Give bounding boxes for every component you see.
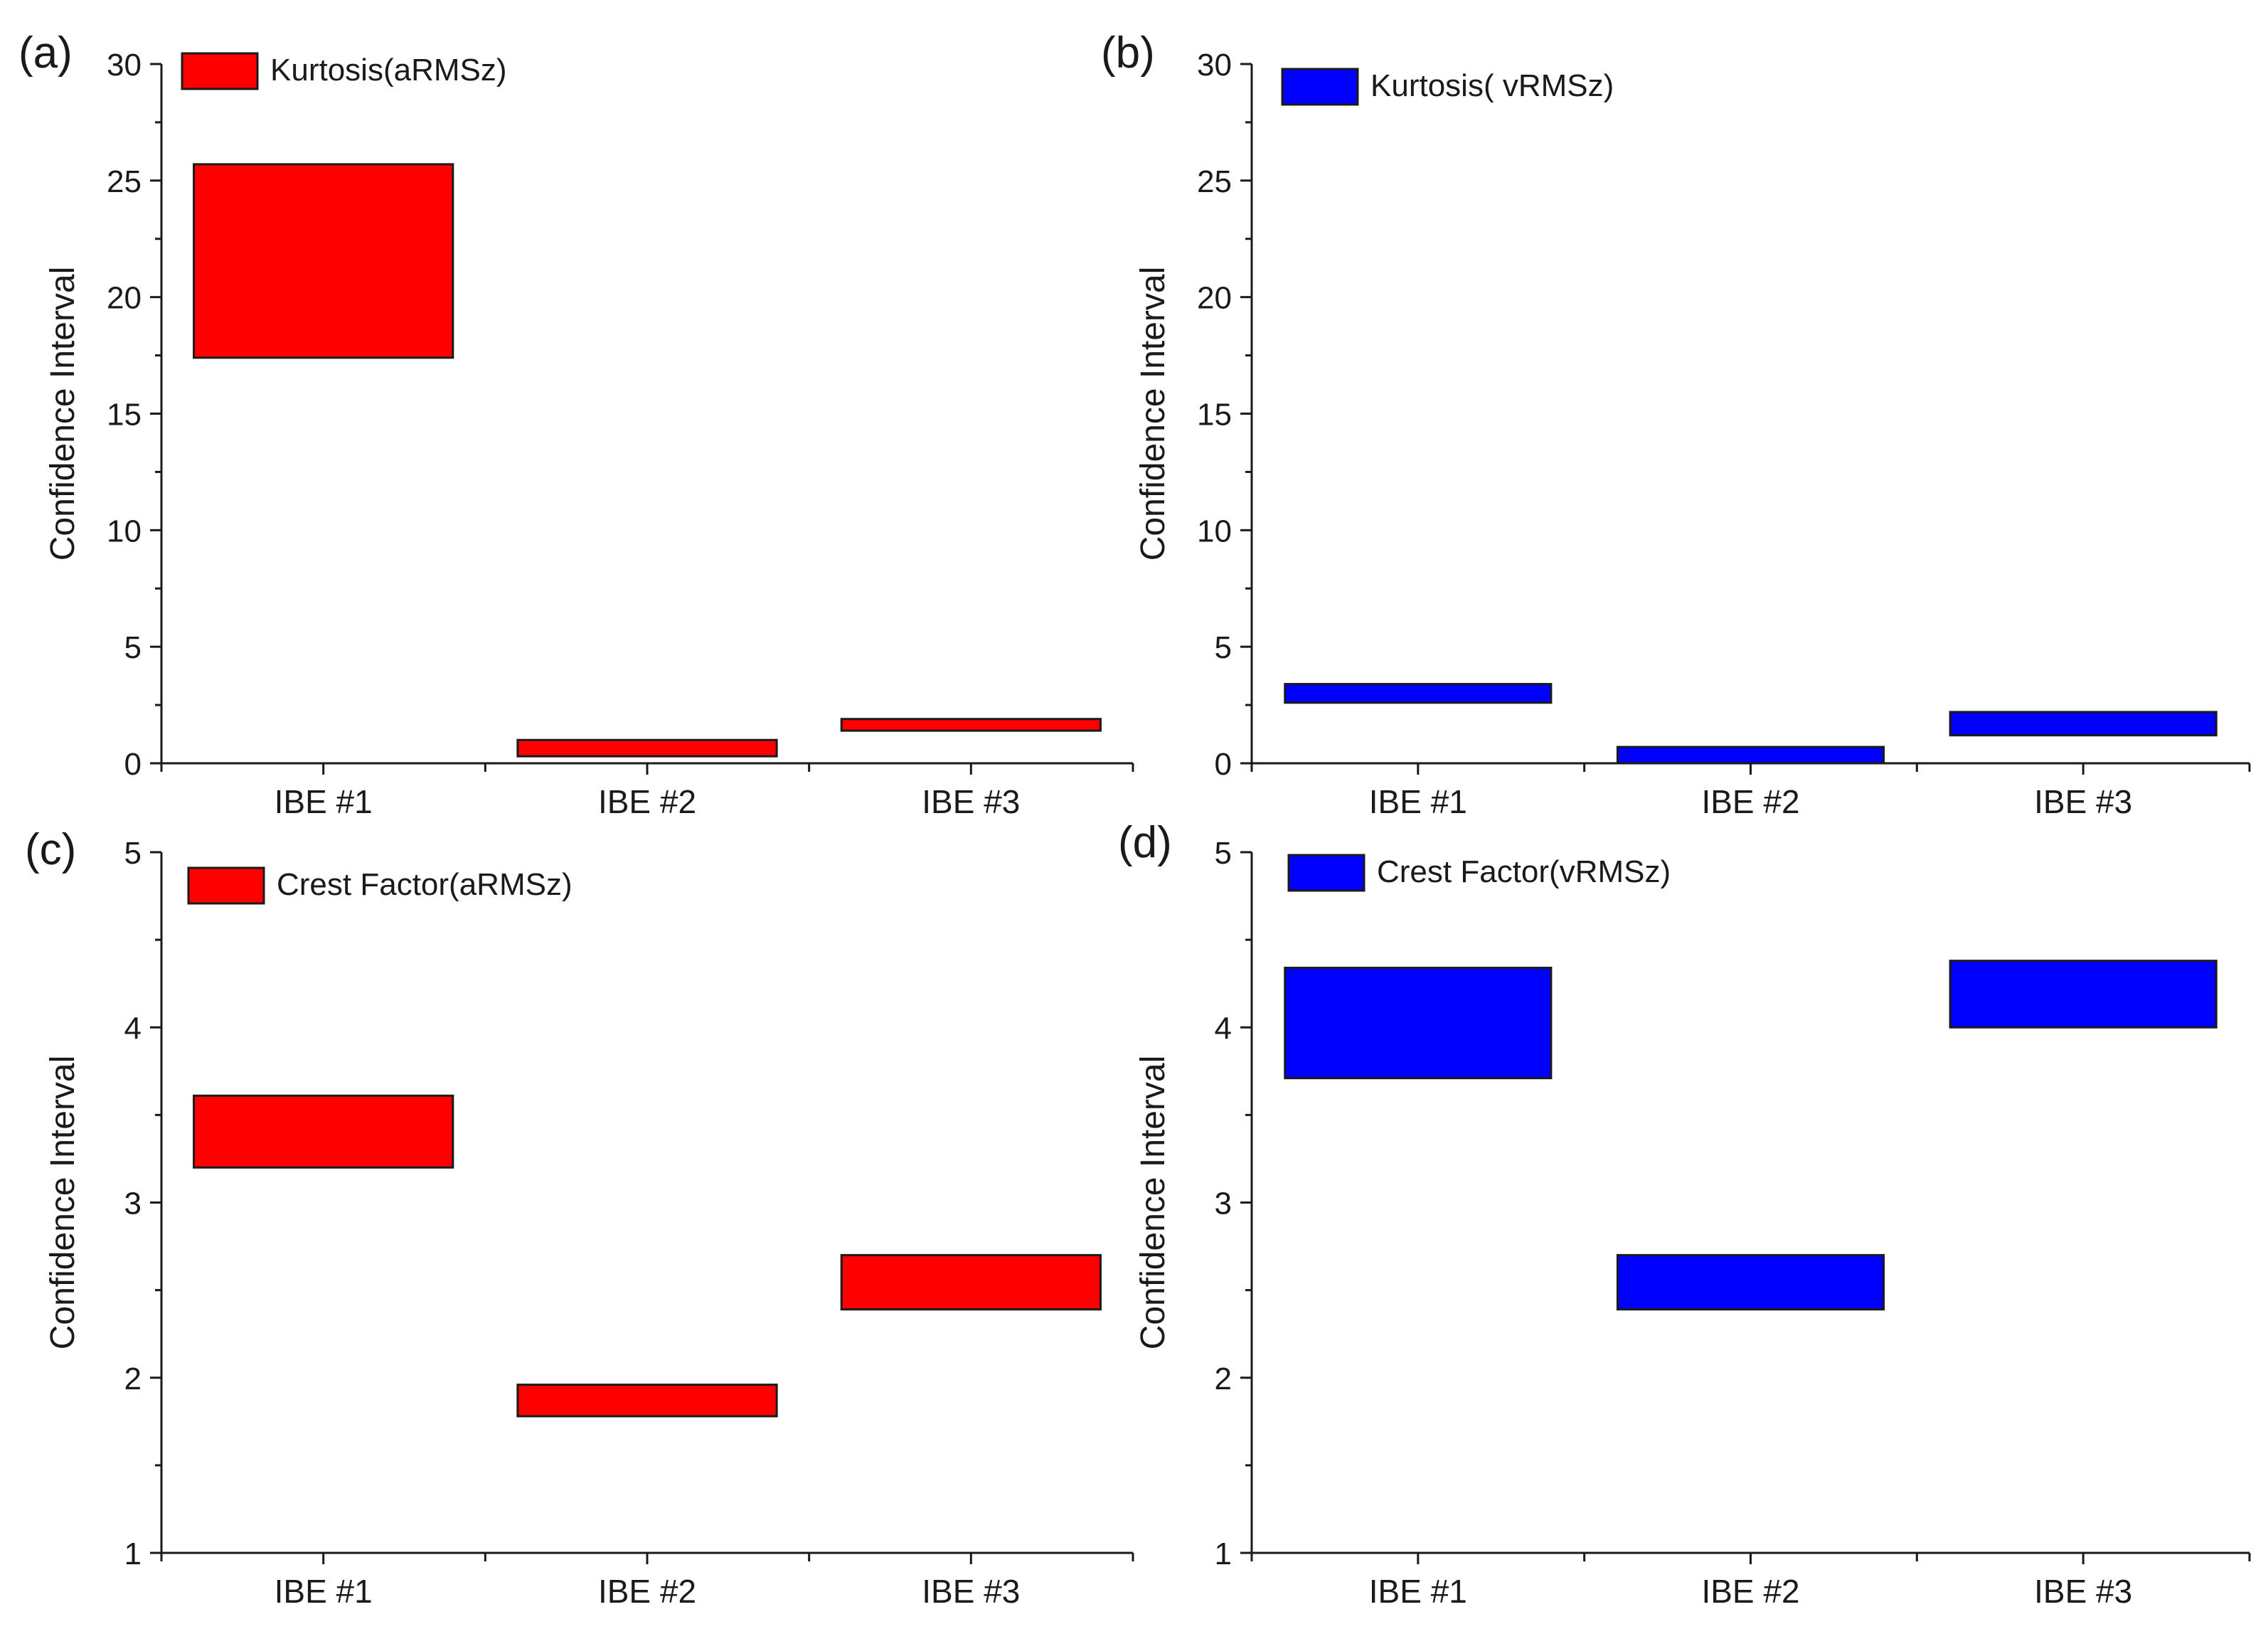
panel-c: (c) 1 2 3 4 5 Confidence Interval IBE #1 IBE #2 I… xyxy=(25,825,1134,1610)
legend: Crest Factor(aRMSz) xyxy=(187,866,573,905)
y-tick-label: 20 xyxy=(107,281,142,316)
y-tick-label: 15 xyxy=(1197,398,1232,433)
ci-bar-ibe-2 xyxy=(1616,1253,1885,1311)
ci-bar-ibe-3 xyxy=(1949,711,2218,737)
panel-label: (c) xyxy=(25,825,76,874)
y-tick-label: 25 xyxy=(107,164,142,199)
y-tick-label: 30 xyxy=(1197,48,1232,83)
y-tick-label: 5 xyxy=(124,836,142,871)
ci-bar-ibe-3 xyxy=(1949,960,2218,1029)
x-tick-label: IBE #3 xyxy=(2034,783,2132,820)
legend-label: Crest Factor(aRMSz) xyxy=(277,867,573,902)
panel-d: (d) 1 2 3 4 5 Confidence Interval IBE #1 IBE #2 I… xyxy=(1118,818,2251,1610)
y-tick-label: 3 xyxy=(1215,1187,1232,1221)
panel-label: (d) xyxy=(1118,818,1172,867)
y-tick-label: 15 xyxy=(107,398,142,433)
panel-b: (b) 0 5 10 15 20 25 30 Confidence Interval IBE #1… xyxy=(1101,28,2251,820)
y-tick-label: 2 xyxy=(124,1362,142,1396)
y-tick-label: 25 xyxy=(1197,164,1232,199)
y-tick-label: 4 xyxy=(1215,1011,1232,1046)
panel-a: (a) 0 5 10 15 20 25 30 Confidence Interval IBE #1… xyxy=(18,28,1134,820)
x-tick-label: IBE #2 xyxy=(1701,783,1799,820)
legend-label: Crest Factor(vRMSz) xyxy=(1377,854,1671,889)
y-tick-label: 10 xyxy=(1197,514,1232,548)
x-tick-label: IBE #1 xyxy=(1369,1573,1467,1610)
legend: Kurtosis(aRMSz) xyxy=(181,52,507,90)
x-tick-label: IBE #2 xyxy=(1701,1573,1799,1610)
y-tick-label: 2 xyxy=(1215,1362,1232,1396)
x-tick-label: IBE #3 xyxy=(2034,1573,2132,1610)
y-tick-label: 4 xyxy=(124,1011,142,1046)
y-axis-title: Confidence Interval xyxy=(44,1056,82,1350)
y-tick-label: 20 xyxy=(1197,281,1232,316)
y-tick-label: 0 xyxy=(1215,747,1232,782)
legend-swatch xyxy=(187,866,265,905)
y-tick-label: 1 xyxy=(1215,1537,1232,1571)
x-tick-label: IBE #2 xyxy=(598,783,696,820)
x-tick-label: IBE #1 xyxy=(275,783,373,820)
y-axis-title: Confidence Interval xyxy=(1134,267,1172,561)
ci-bar-ibe-2 xyxy=(1616,745,1885,765)
ci-bar-ibe-1 xyxy=(1284,967,1553,1080)
legend-swatch xyxy=(1287,854,1365,892)
y-tick-label: 5 xyxy=(1215,630,1232,665)
x-tick-label: IBE #3 xyxy=(922,1573,1020,1610)
x-tick-label: IBE #1 xyxy=(1369,783,1467,820)
ci-bar-ibe-2 xyxy=(516,1384,778,1418)
panel-label: (b) xyxy=(1101,28,1155,78)
ci-bar-ibe-1 xyxy=(193,163,454,359)
ci-bar-ibe-1 xyxy=(1284,683,1553,704)
y-tick-label: 5 xyxy=(124,630,142,665)
y-tick-label: 3 xyxy=(124,1187,142,1221)
ci-bar-ibe-3 xyxy=(840,1253,1102,1311)
y-tick-label: 0 xyxy=(124,747,142,782)
y-tick-label: 5 xyxy=(1215,836,1232,871)
legend-label: Kurtosis(aRMSz) xyxy=(270,53,507,87)
x-tick-label: IBE #1 xyxy=(275,1573,373,1610)
y-tick-label: 10 xyxy=(107,514,142,548)
y-tick-label: 1 xyxy=(124,1537,142,1571)
ci-bar-ibe-2 xyxy=(516,738,778,758)
legend: Kurtosis( vRMSz) xyxy=(1281,68,1614,106)
x-tick-label: IBE #3 xyxy=(922,783,1020,820)
x-tick-label: IBE #2 xyxy=(598,1573,696,1610)
ci-bar-ibe-3 xyxy=(840,718,1102,732)
legend-swatch xyxy=(1281,68,1359,106)
ci-bar-ibe-1 xyxy=(193,1094,454,1169)
y-axis-title: Confidence Interval xyxy=(1134,1056,1172,1350)
legend: Crest Factor(vRMSz) xyxy=(1287,854,1671,892)
y-axis-title: Confidence Interval xyxy=(44,267,82,561)
y-tick-label: 30 xyxy=(107,48,142,83)
legend-swatch xyxy=(181,52,259,90)
panel-label: (a) xyxy=(18,28,73,78)
legend-label: Kurtosis( vRMSz) xyxy=(1370,68,1614,103)
